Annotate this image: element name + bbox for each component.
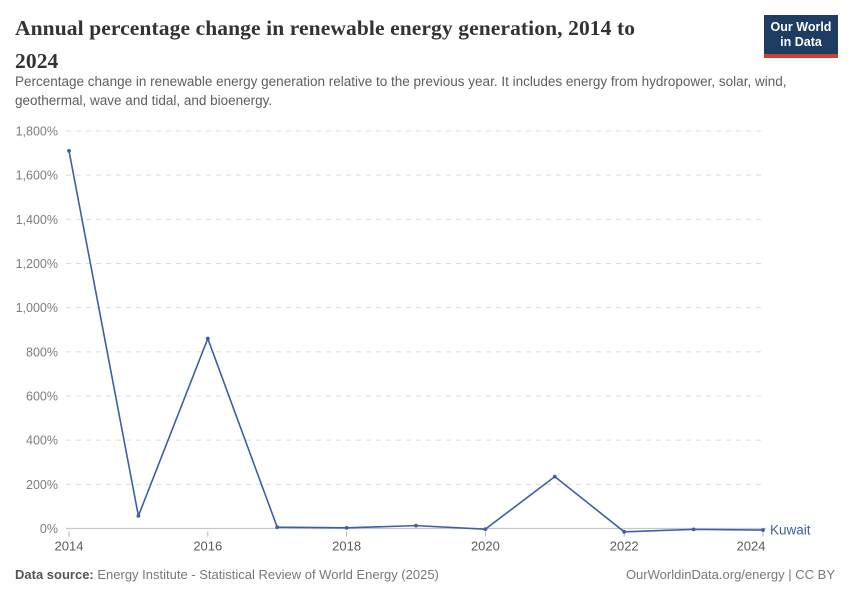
- y-axis-tick-label: 1,400%: [16, 213, 58, 227]
- y-axis-tick-label: 1,600%: [16, 169, 58, 183]
- y-axis-tick-label: 0%: [40, 522, 58, 536]
- line-series-kuwait[interactable]: [68, 150, 764, 533]
- y-axis-tick-label: 200%: [26, 478, 58, 492]
- owid-logo-line1: Our World: [770, 20, 832, 34]
- y-axis-tick-label: 1,200%: [16, 257, 58, 271]
- data-source-label: Data source:: [15, 567, 94, 582]
- x-axis-tick-label: 2020: [471, 539, 500, 554]
- data-source-text: Energy Institute - Statistical Review of…: [93, 567, 439, 582]
- chart-footer: Data source: Energy Institute - Statisti…: [15, 567, 835, 582]
- y-axis-tick-label: 400%: [26, 434, 58, 448]
- data-point-2018[interactable]: [344, 525, 349, 530]
- page-title-line2: 2024: [15, 49, 59, 73]
- data-point-2021[interactable]: [552, 474, 557, 479]
- x-axis-tick-label: 2024: [737, 539, 766, 554]
- data-point-2019[interactable]: [414, 523, 418, 528]
- y-axis-tick-label: 1,800%: [16, 125, 58, 139]
- chart-subtitle: Percentage change in renewable energy ge…: [15, 74, 787, 108]
- data-point-2014[interactable]: [67, 148, 71, 153]
- data-point-2022[interactable]: [622, 529, 627, 534]
- data-point-2016[interactable]: [205, 336, 210, 341]
- series-label-kuwait[interactable]: Kuwait: [770, 523, 811, 538]
- owid-logo[interactable]: Our World in Data: [764, 15, 838, 58]
- license-attribution[interactable]: OurWorldinData.org/energy | CC BY: [625, 567, 835, 582]
- data-point-2015[interactable]: [136, 514, 141, 518]
- x-axis-tick-label: 2018: [332, 539, 361, 554]
- x-axis-tick-label: 2022: [610, 539, 639, 554]
- y-axis-tick-label: 1,000%: [16, 301, 58, 315]
- x-axis-tick-label: 2016: [193, 539, 222, 554]
- y-axis-tick-label: 600%: [26, 390, 58, 404]
- owid-logo-line2: in Data: [780, 35, 822, 49]
- data-point-2020[interactable]: [483, 527, 488, 532]
- line-chart[interactable]: 0% 200% 400% 600% 800% 1,000% 1,200% 1,400% 1,60…: [0, 0, 850, 560]
- data-point-2023[interactable]: [691, 527, 696, 532]
- page-title: Annual percentage change in renewable en…: [15, 12, 635, 78]
- data-point-2024[interactable]: [761, 528, 765, 532]
- x-axis-tick-label: 2014: [55, 539, 84, 554]
- data-source: Data source: Energy Institute - Statisti…: [15, 567, 439, 582]
- y-axis-tick-label: 800%: [26, 345, 58, 359]
- page-title-line1: Annual percentage change in renewable en…: [15, 16, 636, 40]
- data-point-2017[interactable]: [275, 525, 280, 530]
